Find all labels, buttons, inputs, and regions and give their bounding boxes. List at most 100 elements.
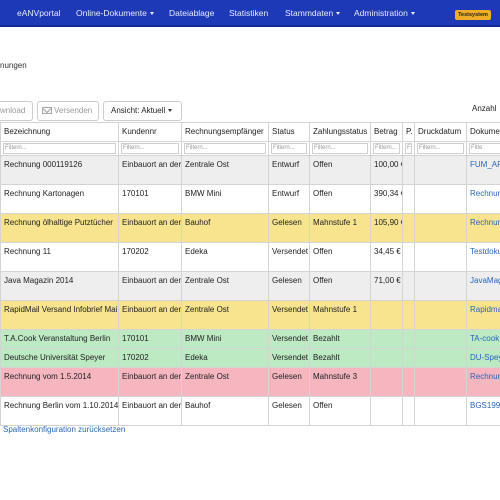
filter-input[interactable]: Filtern... (373, 143, 400, 154)
cell-betrag (370, 329, 403, 349)
table-row[interactable]: Rechnung 000119126 Einbauort an der A1 Z… (0, 155, 500, 185)
filter-input[interactable]: Filte (469, 143, 500, 154)
table-row[interactable]: T.A.Cook Veranstaltung Berlin 170101 BMW… (0, 329, 500, 349)
environment-badge: Testsystem (455, 10, 491, 20)
filter-input[interactable]: Filtern... (417, 143, 464, 154)
table-row[interactable]: Rechnung 11 170202 Edeka Versendet Offen… (0, 242, 500, 272)
nav-stammdaten[interactable]: Stammdaten (285, 8, 341, 18)
cell-dokument-link[interactable]: TA-cook (466, 329, 500, 349)
cell-dokument-link[interactable]: Rechnung (466, 213, 500, 243)
cell-druckdatum (414, 300, 467, 330)
column-header[interactable]: Status (268, 122, 310, 142)
nav-label: Online-Dokumente (76, 8, 147, 18)
column-header[interactable]: P. (402, 122, 415, 142)
table-row[interactable]: Java Magazin 2014 Einbauort an der A1 Ze… (0, 271, 500, 301)
filter-cell: Filtern... (118, 141, 182, 156)
column-header[interactable]: Kundennr (118, 122, 182, 142)
cell-dokument-link[interactable]: Rechnun (466, 367, 500, 397)
cell-status: Gelesen (268, 213, 310, 243)
nav-label: Administration (354, 8, 408, 18)
cell-kundennr: Einbauort an der B1 (118, 213, 182, 243)
cell-kundennr: Einbauort an der A1 (118, 300, 182, 330)
cell-betrag (370, 396, 403, 426)
cell-druckdatum (414, 348, 467, 368)
cell-bezeichnung: Rechnung Kartonagen (0, 184, 119, 214)
filter-cell: Filtern... (370, 141, 403, 156)
filter-cell: Filtern... (0, 141, 119, 156)
cell-druckdatum (414, 155, 467, 185)
cell-kundennr: 170202 (118, 348, 182, 368)
column-header[interactable]: Druckdatum (414, 122, 467, 142)
cell-empfaenger: BMW Mini (181, 329, 269, 349)
cell-status: Entwurf (268, 155, 310, 185)
chevron-down-icon (149, 12, 154, 15)
cell-dokument-link[interactable]: Rapidma (466, 300, 500, 330)
filter-cell: Filt (402, 141, 415, 156)
cell-dokument-link[interactable]: FUM_AR (466, 155, 500, 185)
cell-zahlungsstatus: Offen (309, 396, 371, 426)
cell-p (402, 300, 415, 330)
cell-empfaenger: Zentrale Ost (181, 300, 269, 330)
filter-cell: Filte (466, 141, 500, 156)
table-row[interactable]: Deutsche Universität Speyer 170202 Edeka… (0, 348, 500, 368)
cell-bezeichnung: Rechnung 000119126 (0, 155, 119, 185)
cell-betrag: 34,45 € (370, 242, 403, 272)
nav-dateiablage[interactable]: Dateiablage (169, 8, 214, 18)
cell-betrag: 105,90 € (370, 213, 403, 243)
cell-empfaenger: Bauhof (181, 213, 269, 243)
download-button[interactable]: wnload (0, 101, 33, 121)
filter-cell: Filtern... (268, 141, 310, 156)
nav-statistiken[interactable]: Statistiken (229, 8, 268, 18)
nav-administration[interactable]: Administration (354, 8, 415, 18)
filter-input[interactable]: Filtern... (121, 143, 179, 154)
table-row[interactable]: Rechnung Kartonagen 170101 BMW Mini Entw… (0, 184, 500, 214)
filter-input[interactable]: Filtern... (3, 143, 116, 154)
cell-empfaenger: Zentrale Ost (181, 155, 269, 185)
column-header[interactable]: Rechnungsempfänger (181, 122, 269, 142)
table-row[interactable]: Rechnung ölhaltige Putztücher Einbauort … (0, 213, 500, 243)
cell-dokument-link[interactable]: BGS199 Liefersch (466, 396, 500, 426)
cell-dokument-link[interactable]: JavaMag (466, 271, 500, 301)
column-header[interactable]: Dokume (466, 122, 500, 142)
filter-cell: Filtern... (309, 141, 371, 156)
cell-status: Entwurf (268, 184, 310, 214)
envelope-icon (42, 107, 52, 114)
filter-input[interactable]: Filtern... (271, 143, 307, 154)
chevron-down-icon (168, 109, 173, 112)
cell-empfaenger: BMW Mini (181, 184, 269, 214)
filter-cell: Filtern... (414, 141, 467, 156)
filter-input[interactable]: Filtern... (184, 143, 266, 154)
view-dropdown[interactable]: Ansicht: Aktuell (103, 101, 182, 121)
cell-p (402, 271, 415, 301)
column-header[interactable]: Betrag (370, 122, 403, 142)
filter-row: Filtern... Filtern... Filtern... Filtern… (0, 141, 500, 156)
filter-input[interactable]: Filt (405, 143, 412, 154)
cell-druckdatum (414, 271, 467, 301)
cell-betrag (370, 300, 403, 330)
cell-druckdatum (414, 329, 467, 349)
table-row[interactable]: RapidMail Versand Infobrief Mai 2013 Ein… (0, 300, 500, 330)
cell-p (402, 184, 415, 214)
count-label: Anzahl (472, 104, 497, 113)
cell-dokument-link[interactable]: Rechnung (466, 184, 500, 214)
table-row[interactable]: Rechnung vom 1.5.2014 Einbauort an der A… (0, 367, 500, 397)
cell-dokument-link[interactable]: DU-Spey (466, 348, 500, 368)
brand-link[interactable]: eANVportal (17, 8, 61, 18)
cell-kundennr: Einbauort an der A1 (118, 367, 182, 397)
table-row[interactable]: Rechnung Berlin vom 1.10.2014 Einbauort … (0, 396, 500, 426)
column-header[interactable]: Bezeichnung (0, 122, 119, 142)
cell-betrag: 390,34 € (370, 184, 403, 214)
filter-input[interactable]: Filtern... (312, 143, 368, 154)
nav-online-dokumente[interactable]: Online-Dokumente (76, 8, 154, 18)
cell-zahlungsstatus: Offen (309, 242, 371, 272)
reset-column-config-link[interactable]: Spaltenkonfiguration zurücksetzen (3, 425, 126, 434)
send-button[interactable]: Versenden (37, 101, 99, 121)
cell-zahlungsstatus: Bezahlt (309, 329, 371, 349)
cell-kundennr: Einbauort an der B1 (118, 396, 182, 426)
cell-status: Versendet (268, 348, 310, 368)
cell-status: Versendet (268, 300, 310, 330)
cell-dokument-link[interactable]: Testdoku (466, 242, 500, 272)
column-header[interactable]: Zahlungsstatus (309, 122, 371, 142)
cell-bezeichnung: Rechnung 11 (0, 242, 119, 272)
cell-status: Versendet (268, 329, 310, 349)
